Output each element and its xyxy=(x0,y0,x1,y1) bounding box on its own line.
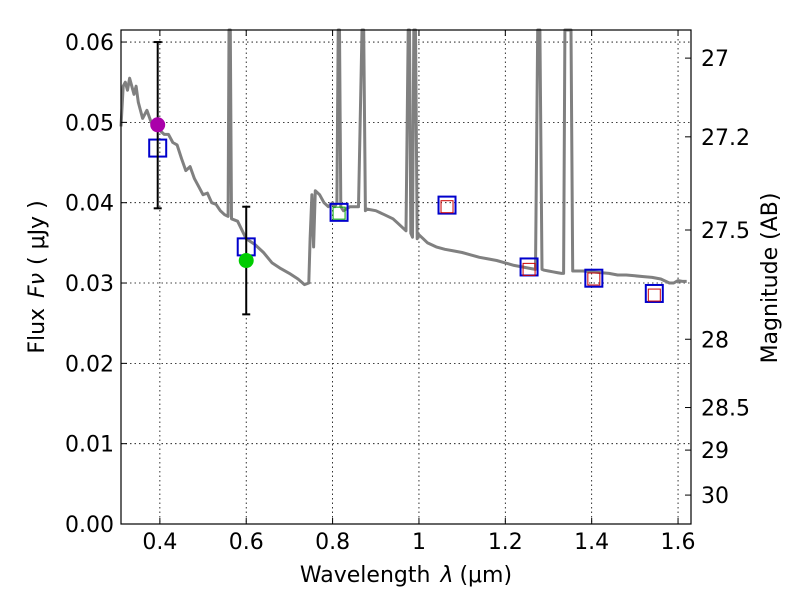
model-photometry-square xyxy=(644,283,664,303)
observed-photometry-square xyxy=(522,262,536,276)
model-sed-line xyxy=(119,28,687,287)
y-tick-label: 0.05 xyxy=(65,111,114,136)
mag-tick-label: 27.5 xyxy=(701,219,750,244)
x-tick-label: 0.8 xyxy=(315,530,350,555)
x-tick-label: 0.6 xyxy=(229,530,264,555)
y-tick-label: 0.01 xyxy=(65,433,114,458)
y-tick-label: 0.02 xyxy=(65,352,114,377)
y-tick-label: 0.06 xyxy=(65,31,114,56)
ticks: 0.4 0.6 0.8 1 1.2 1.4 1.6 0.00 0.01 0.02 0.03 0.04 0… xyxy=(65,30,750,555)
markers-layer xyxy=(148,41,664,316)
mag-tick-label: 27.2 xyxy=(701,126,750,151)
mag-tick-label: 28 xyxy=(701,328,729,353)
mag-tick-label: 30 xyxy=(701,484,729,509)
mag-tick-label: 29 xyxy=(701,439,729,464)
x-tick-label: 1.6 xyxy=(661,530,696,555)
y-axis-label: FluxFν( μJy ) xyxy=(25,200,50,353)
observed-photometry-square xyxy=(587,272,601,286)
observed-photometry-square xyxy=(332,206,346,220)
x-tick-label: 1.4 xyxy=(574,530,609,555)
plot-frame xyxy=(120,29,692,525)
model-photometry-square xyxy=(437,195,457,215)
model-sed-layer xyxy=(119,28,687,287)
y-tick-label: 0.00 xyxy=(65,513,114,538)
y-tick-label: 0.03 xyxy=(65,272,114,297)
y2-axis-label: Magnitude (AB) xyxy=(758,193,783,364)
observed-photometry-square xyxy=(440,200,454,214)
measured-point xyxy=(150,117,166,133)
mag-tick-label: 27 xyxy=(701,47,729,72)
measured-point xyxy=(238,253,254,269)
model-photometry-square xyxy=(584,268,604,288)
x-tick-label: 0.4 xyxy=(142,530,177,555)
mag-tick-label: 28.5 xyxy=(701,397,750,422)
x-axis-label: Wavelength λ (μm) xyxy=(300,563,512,588)
y-tick-label: 0.04 xyxy=(65,192,114,217)
x-tick-label: 1 xyxy=(412,530,426,555)
model-photometry-square xyxy=(329,202,349,222)
observed-photometry-square xyxy=(647,288,661,302)
x-tick-label: 1.2 xyxy=(488,530,523,555)
